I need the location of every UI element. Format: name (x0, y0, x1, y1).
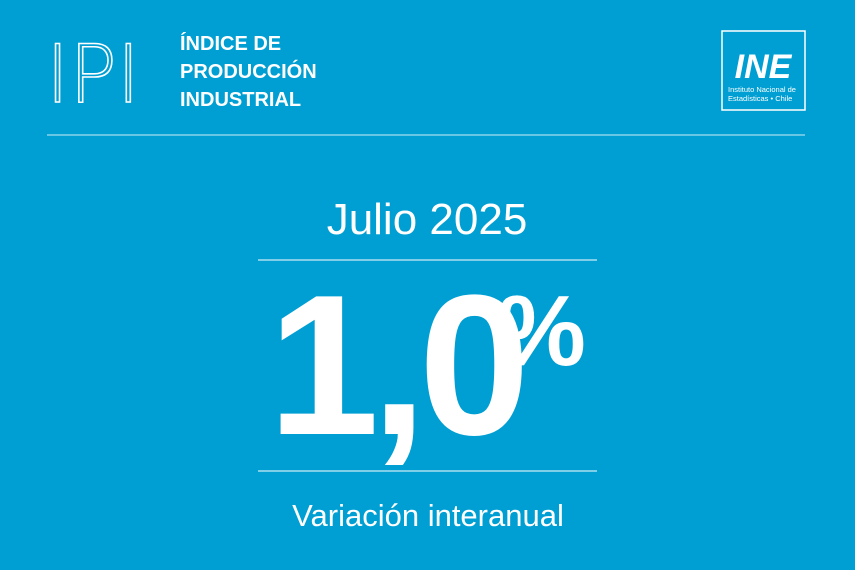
title-line: PRODUCCIÓN (180, 59, 317, 83)
main-unit: % (497, 275, 586, 387)
title-line: ÍNDICE DE (180, 32, 281, 55)
main-value: 1,0 (268, 254, 523, 477)
ipi-logo: IPI (46, 28, 140, 121)
ine-logo-frame (721, 30, 806, 111)
ine-logo: INE (735, 48, 793, 86)
institution-name: Instituto Nacional de (728, 85, 796, 94)
institution-name: Estadísticas • Chile (728, 94, 792, 103)
period: Julio 2025 (327, 195, 528, 244)
caption: Variación interanual (292, 498, 564, 533)
title-line: INDUSTRIAL (180, 89, 301, 111)
